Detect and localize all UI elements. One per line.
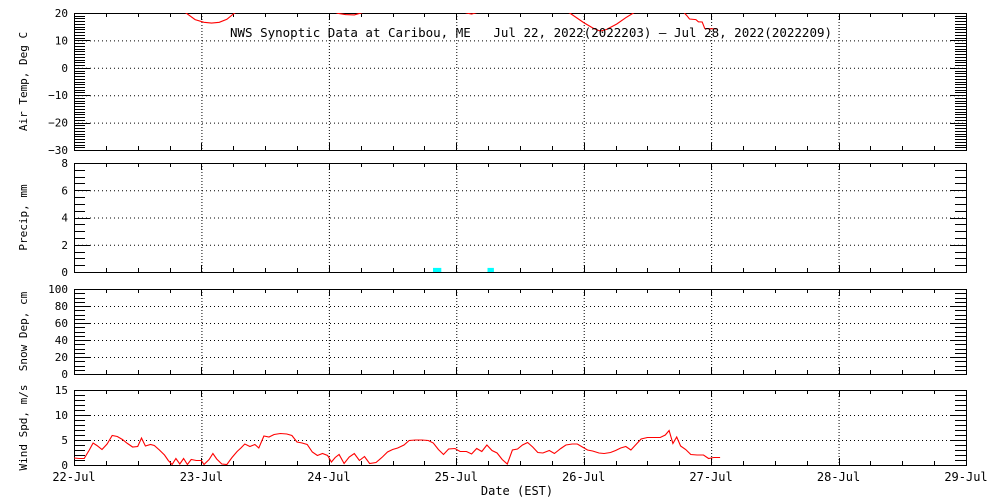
y-tick-label: −30 <box>48 144 68 157</box>
y-tick-label: −20 <box>48 117 68 130</box>
x-tick-label: 28-Jul <box>817 470 860 484</box>
x-tick-label: 22-Jul <box>52 470 95 484</box>
y-axis-title: Air Temp, Deg C <box>17 32 30 131</box>
y-tick-label: 0 <box>61 62 68 75</box>
horizontal-gridlines <box>74 40 966 124</box>
vertical-gridlines <box>201 289 840 374</box>
y-tick-label: 0 <box>61 459 68 472</box>
air-temp-line <box>74 13 718 32</box>
x-tick-label: 27-Jul <box>689 470 732 484</box>
y-tick-label: 20 <box>55 351 68 364</box>
x-tick-label: 23-Jul <box>180 470 223 484</box>
y-tick-label: 6 <box>61 184 68 197</box>
panel-border <box>74 13 967 151</box>
wind-speed-line <box>74 429 721 465</box>
y-tick-label: 0 <box>61 368 68 381</box>
vertical-gridlines <box>201 13 840 150</box>
precip-bar <box>433 267 442 272</box>
x-tick-label: 26-Jul <box>562 470 605 484</box>
vertical-gridlines <box>201 163 840 272</box>
y-tick-ladder <box>74 170 966 266</box>
x-axis-labels: 22-Jul 23-Jul 24-Jul 25-Jul 26-Jul 27-Jul 28-J… <box>52 470 987 498</box>
horizontal-gridlines <box>74 415 966 441</box>
y-tick-label: 80 <box>55 300 68 313</box>
x-tick-marks <box>106 390 935 465</box>
panel-border <box>74 163 967 273</box>
panel-border <box>74 390 967 466</box>
y-tick-label: 0 <box>61 266 68 279</box>
panel-snow-depth: 100 80 60 40 20 0 Snow Dep, cm <box>17 283 967 381</box>
x-tick-marks <box>106 289 935 374</box>
y-axis-title: Precip, mm <box>17 184 30 251</box>
y-tick-label: 20 <box>55 7 68 20</box>
y-tick-label: 15 <box>55 384 68 397</box>
y-tick-label: −10 <box>48 89 68 102</box>
y-tick-ladder <box>74 16 966 148</box>
panel-wind-speed: 15 10 5 0 Wind Spd, m/s <box>17 384 967 472</box>
y-tick-label: 4 <box>61 212 68 225</box>
horizontal-gridlines <box>74 190 966 246</box>
panel-precip: 8 6 4 2 0 Precip, mm <box>17 157 967 279</box>
y-tick-label: 2 <box>61 239 68 252</box>
precip-bar <box>487 267 494 272</box>
x-tick-label: 29-Jul <box>944 470 987 484</box>
x-axis-title: Date (EST) <box>481 484 553 498</box>
y-tick-label: 10 <box>55 409 68 422</box>
chart-title: NWS Synoptic Data at Caribou, ME Jul 22,… <box>230 25 832 40</box>
panel-border <box>74 289 967 375</box>
y-axis-title: Snow Dep, cm <box>17 291 30 371</box>
panel-air-temp: 20 10 0 −10 −20 −30 Air Temp, Deg C <box>17 7 967 157</box>
horizontal-gridlines <box>74 306 966 358</box>
x-tick-label: 24-Jul <box>307 470 350 484</box>
y-tick-label: 10 <box>55 34 68 47</box>
y-tick-ladder <box>74 293 966 371</box>
y-tick-label: 5 <box>61 434 68 447</box>
y-tick-label: 60 <box>55 317 68 330</box>
y-tick-ladder <box>74 395 966 461</box>
vertical-gridlines <box>201 390 840 465</box>
y-tick-label: 40 <box>55 334 68 347</box>
y-tick-label: 8 <box>61 157 68 170</box>
y-axis-title: Wind Spd, m/s <box>17 384 30 470</box>
y-tick-label: 100 <box>48 283 68 296</box>
x-tick-label: 25-Jul <box>435 470 478 484</box>
